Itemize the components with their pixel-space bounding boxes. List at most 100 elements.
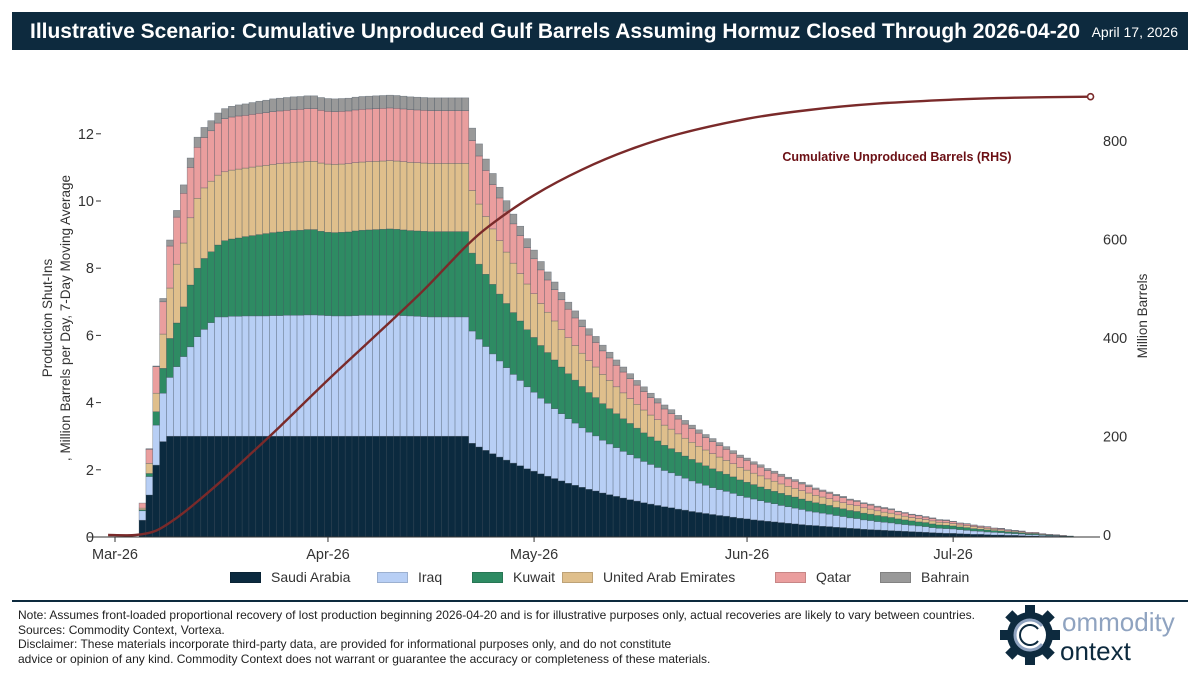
bar-qatar-2026-05-28 xyxy=(715,445,724,458)
bar-iraq-2026-06-10 xyxy=(805,510,813,526)
bar-kuwait-2026-03-07 xyxy=(152,411,160,426)
bar-bahrain-2026-03-23 xyxy=(262,99,270,113)
bar-iraq-2026-05-28 xyxy=(715,489,724,516)
bar-kuwait-2026-04-24 xyxy=(482,274,490,347)
bar-bahrain-2026-06-06 xyxy=(777,473,786,477)
bar-kuwait-2026-07-01 xyxy=(949,525,957,530)
bar-iraq-2026-04-19 xyxy=(447,316,456,437)
bar-iraq-2026-03-18 xyxy=(228,316,236,437)
bar-qatar-2026-06-15 xyxy=(839,497,847,503)
bar-saudi-arabia-2026-05-27 xyxy=(709,514,717,538)
bar-kuwait-2026-04-06 xyxy=(358,229,367,316)
chart-legend: Saudi Arabia Iraq Kuwait United Arab Emirat… xyxy=(0,569,1200,591)
bar-iraq-2026-07-01 xyxy=(949,528,957,534)
bar-iraq-2026-04-30 xyxy=(523,386,531,470)
bar-bahrain-2026-05-05 xyxy=(557,292,566,301)
bar-kuwait-2026-05-21 xyxy=(667,448,676,474)
bar-bahrain-2026-04-13 xyxy=(406,96,415,110)
bar-iraq-2026-05-11 xyxy=(599,439,607,494)
bar-qatar-2026-05-16 xyxy=(633,384,641,405)
bar-iraq-2026-05-29 xyxy=(722,491,731,517)
bar-bahrain-2026-03-20 xyxy=(241,103,250,116)
bar-iraq-2026-03-10 xyxy=(173,366,181,437)
bar-iraq-2026-04-13 xyxy=(406,315,415,437)
bar-saudi-arabia-2026-06-15 xyxy=(839,527,847,538)
bar-bahrain-2026-05-02 xyxy=(537,261,545,271)
bar-qatar-2026-03-23 xyxy=(262,112,270,166)
bar-kuwait-2026-05-16 xyxy=(633,427,641,459)
bar-bahrain-2026-05-14 xyxy=(619,366,628,373)
bar-qatar-2026-03-12 xyxy=(186,167,195,219)
bar-qatar-2026-04-21 xyxy=(461,110,470,164)
bar-iraq-2026-07-05 xyxy=(976,531,985,535)
bar-united-arab-emirates-2026-03-09 xyxy=(166,287,174,339)
bar-bahrain-2026-05-11 xyxy=(599,344,607,352)
bar-iraq-2026-04-05 xyxy=(351,315,360,437)
bar-united-arab-emirates-2026-06-11 xyxy=(812,495,820,503)
bar-united-arab-emirates-2026-05-17 xyxy=(640,409,648,434)
bar-kuwait-2026-03-28 xyxy=(296,229,305,316)
bar-united-arab-emirates-2026-06-27 xyxy=(921,519,930,523)
bar-qatar-2026-03-29 xyxy=(303,108,312,162)
bar-bahrain-2026-03-06 xyxy=(145,448,154,450)
bar-kuwait-2026-03-14 xyxy=(200,258,209,330)
bar-qatar-2026-06-10 xyxy=(805,486,813,494)
bar-kuwait-2026-05-13 xyxy=(612,413,621,448)
bar-bahrain-2026-03-17 xyxy=(221,108,229,119)
bar-kuwait-2026-04-26 xyxy=(496,293,504,362)
bar-bahrain-2026-06-21 xyxy=(880,507,889,509)
bar-saudi-arabia-2026-06-17 xyxy=(853,528,861,538)
bar-bahrain-2026-04-06 xyxy=(358,96,367,110)
bar-bahrain-2026-05-22 xyxy=(674,415,683,420)
bar-qatar-2026-04-09 xyxy=(379,108,387,162)
bar-united-arab-emirates-2026-07-02 xyxy=(956,524,964,528)
bar-kuwait-2026-05-06 xyxy=(564,373,573,419)
bar-qatar-2026-06-16 xyxy=(846,499,854,505)
bar-united-arab-emirates-2026-06-02 xyxy=(750,472,758,485)
bar-united-arab-emirates-2026-05-04 xyxy=(551,320,559,361)
bar-qatar-2026-05-19 xyxy=(654,402,662,420)
x-tick-label: Jul-26 xyxy=(933,547,973,563)
bar-kuwait-2026-06-09 xyxy=(798,498,806,510)
bar-kuwait-2026-06-11 xyxy=(812,502,820,513)
bar-saudi-arabia-2026-05-15 xyxy=(626,499,634,538)
bar-united-arab-emirates-2026-04-04 xyxy=(344,163,353,233)
bar-saudi-arabia-2026-05-17 xyxy=(640,502,648,538)
bar-bahrain-2026-06-13 xyxy=(825,491,834,494)
bar-united-arab-emirates-2026-05-07 xyxy=(571,345,579,381)
bar-saudi-arabia-2026-06-27 xyxy=(921,532,930,538)
bar-qatar-2026-05-20 xyxy=(660,408,669,426)
bar-qatar-2026-04-22 xyxy=(468,140,476,191)
bar-united-arab-emirates-2026-06-29 xyxy=(935,521,944,526)
bar-united-arab-emirates-2026-04-26 xyxy=(496,240,504,295)
bar-bahrain-2026-04-25 xyxy=(489,173,497,185)
bar-united-arab-emirates-2026-03-23 xyxy=(262,165,270,234)
y-tick-label: 4 xyxy=(86,396,94,412)
bar-iraq-2026-06-14 xyxy=(832,515,841,528)
bar-bahrain-2026-04-24 xyxy=(482,158,490,171)
bar-iraq-2026-06-13 xyxy=(825,513,834,527)
bar-united-arab-emirates-2026-06-30 xyxy=(942,522,950,526)
bar-united-arab-emirates-2026-04-15 xyxy=(420,162,428,232)
bar-qatar-2026-05-06 xyxy=(564,308,573,339)
bar-qatar-2026-05-10 xyxy=(592,342,600,368)
bar-iraq-2026-04-29 xyxy=(516,380,525,467)
bar-iraq-2026-03-30 xyxy=(310,314,318,437)
x-tick-label: May-26 xyxy=(510,547,558,563)
bar-bahrain-2026-06-09 xyxy=(798,481,806,485)
bar-bahrain-2026-06-24 xyxy=(901,512,909,514)
bar-qatar-2026-03-13 xyxy=(193,146,202,199)
bar-bahrain-2026-05-28 xyxy=(715,442,724,446)
bar-iraq-2026-03-24 xyxy=(269,315,277,437)
bar-iraq-2026-03-20 xyxy=(241,315,250,437)
bar-qatar-2026-05-31 xyxy=(736,457,744,468)
bar-saudi-arabia-2026-04-10 xyxy=(386,435,394,538)
bar-united-arab-emirates-2026-04-28 xyxy=(509,262,518,313)
bar-iraq-2026-03-25 xyxy=(276,315,284,437)
bar-united-arab-emirates-2026-06-14 xyxy=(832,500,841,508)
bar-kuwait-2026-03-17 xyxy=(221,240,229,318)
cumulative-line-label: Cumulative Unproduced Barrels (RHS) xyxy=(782,150,1011,164)
bar-qatar-2026-03-11 xyxy=(180,193,188,244)
bar-iraq-2026-04-21 xyxy=(461,316,470,437)
bar-kuwait-2026-06-06 xyxy=(777,493,786,506)
